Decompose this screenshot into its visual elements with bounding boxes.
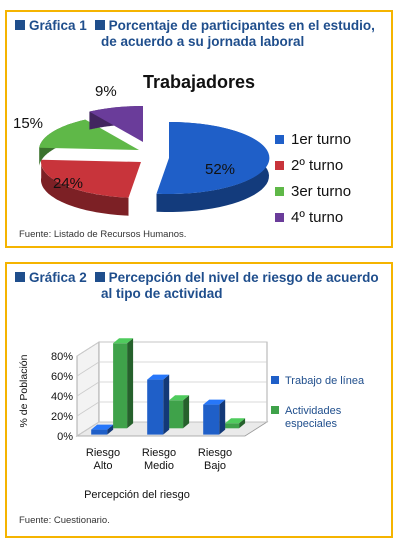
gridline	[76, 381, 100, 397]
legend-label: 4º turno	[291, 209, 343, 226]
legend-swatch	[275, 213, 284, 222]
bar-side	[239, 418, 246, 429]
bar-front	[169, 400, 184, 429]
bar	[169, 395, 190, 429]
figure-1-source: Fuente: Listado de Recursos Humanos.	[19, 229, 187, 240]
figure-1-header: Gráfica 1 Porcentaje de participantes en…	[15, 18, 375, 50]
pie-value-label: 9%	[95, 83, 117, 100]
bar-chart: 0%20%40%60%80%% de PoblaciónRiesgoAltoRi…	[18, 338, 365, 501]
pie-title: Trabajadores	[143, 72, 255, 92]
gridline	[76, 401, 100, 417]
x-tick-label: Bajo	[204, 460, 226, 472]
legend-label: 2º turno	[291, 157, 343, 174]
pie-slice-top	[89, 106, 143, 142]
bar-top	[147, 374, 170, 380]
legend-label: 3er turno	[291, 183, 351, 200]
x-tick-label: Riesgo	[198, 447, 232, 459]
x-axis-label: Percepción del riesgo	[84, 489, 190, 501]
bar	[113, 338, 134, 429]
figure-1-caption-line2: de acuerdo a su jornada laboral	[101, 34, 305, 49]
bar-top	[113, 338, 134, 344]
bar	[91, 424, 114, 435]
y-tick-label: 80%	[51, 351, 73, 363]
gridline	[76, 361, 100, 377]
pie-slice	[40, 159, 142, 216]
y-axis-label: % de Población	[18, 354, 30, 427]
legend-swatch	[275, 135, 284, 144]
pie-value-label: 15%	[13, 115, 43, 132]
bullet-square-icon	[94, 20, 105, 30]
legend-swatch	[275, 187, 284, 196]
x-tick-label: Alto	[94, 460, 113, 472]
bar-top	[169, 395, 190, 401]
legend-label: 1er turno	[291, 131, 351, 148]
figure-2-caption-line1: Percepción del nivel de riesgo de acuerd…	[108, 270, 379, 285]
x-tick-label: Medio	[144, 460, 174, 472]
bar-side	[163, 374, 170, 435]
bar-front	[147, 379, 164, 435]
gridline	[76, 421, 100, 437]
bar-front	[113, 343, 128, 429]
pie-slice	[39, 119, 140, 166]
legend-swatch	[271, 376, 279, 384]
bar-side	[127, 338, 134, 429]
pie-slices	[39, 106, 270, 216]
figure-2-header: Gráfica 2 Percepción del nivel de riesgo…	[15, 270, 379, 302]
bar-front	[91, 429, 108, 435]
x-tick-label: Riesgo	[142, 447, 176, 459]
figure-1-panel: Gráfica 1 Porcentaje de participantes en…	[5, 10, 393, 248]
legend-label: Trabajo de línea	[285, 375, 365, 387]
pie-slice-side	[41, 159, 129, 216]
bar-side	[219, 399, 226, 435]
bar	[225, 418, 246, 429]
bar-side	[107, 424, 114, 435]
x-tick-label: Riesgo	[86, 447, 120, 459]
figure-2-label: Gráfica 2	[29, 270, 87, 285]
pie-value-label: 52%	[205, 161, 235, 178]
pie-value-label: 24%	[53, 175, 83, 192]
figure-2-caption-line2: al tipo de actividad	[101, 286, 223, 301]
figure-2-panel: Gráfica 2 Percepción del nivel de riesgo…	[5, 262, 393, 538]
pie-chart: Trabajadores 52% 24% 15% 9% 1er turno 2º turno…	[13, 72, 351, 226]
pie-slice-top	[156, 121, 270, 194]
pie-slice-top	[39, 119, 140, 150]
figure-2-source: Fuente: Cuestionario.	[19, 515, 110, 526]
bullet-square-icon	[94, 272, 105, 282]
bar-front	[225, 423, 240, 429]
figure-1-caption-line1: Porcentaje de participantes en el estudi…	[108, 18, 375, 33]
y-tick-label: 0%	[57, 431, 73, 443]
gridline	[76, 341, 100, 357]
legend-swatch	[275, 161, 284, 170]
bar	[203, 399, 226, 435]
y-tick-label: 60%	[51, 371, 73, 383]
bar-side	[183, 395, 190, 429]
bar-front	[203, 404, 220, 435]
bar-top	[203, 399, 226, 405]
bar	[147, 374, 170, 435]
bullet-square-icon	[15, 272, 25, 282]
legend-label: Actividades	[285, 405, 342, 417]
bullet-square-icon	[15, 20, 25, 30]
figure-1-label: Gráfica 1	[29, 18, 87, 33]
y-tick-label: 20%	[51, 411, 73, 423]
bar-top	[91, 424, 114, 430]
bar-top	[225, 418, 246, 424]
pie-slice-top	[40, 159, 142, 198]
y-tick-label: 40%	[51, 391, 73, 403]
pie-slice	[89, 106, 143, 142]
legend-swatch	[271, 406, 279, 414]
legend-label: especiales	[285, 418, 337, 430]
pie-slice	[156, 121, 270, 212]
